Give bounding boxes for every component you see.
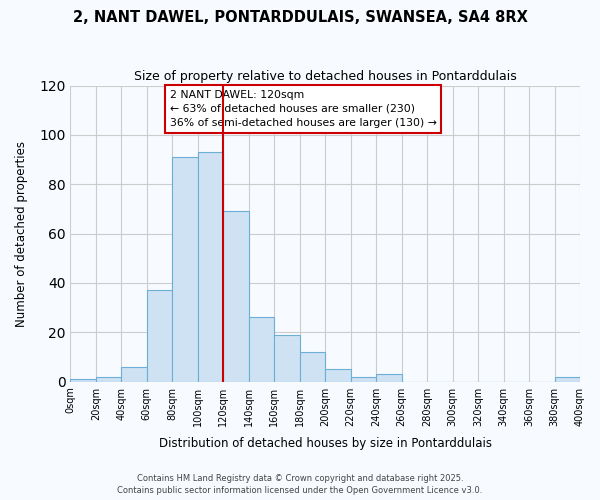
Bar — [299, 352, 325, 382]
Text: Contains HM Land Registry data © Crown copyright and database right 2025.
Contai: Contains HM Land Registry data © Crown c… — [118, 474, 482, 495]
Bar — [350, 376, 376, 382]
Text: 2 NANT DAWEL: 120sqm
← 63% of detached houses are smaller (230)
36% of semi-deta: 2 NANT DAWEL: 120sqm ← 63% of detached h… — [170, 90, 437, 128]
Bar — [376, 374, 401, 382]
Bar — [96, 376, 121, 382]
Title: Size of property relative to detached houses in Pontarddulais: Size of property relative to detached ho… — [134, 70, 517, 83]
X-axis label: Distribution of detached houses by size in Pontarddulais: Distribution of detached houses by size … — [158, 437, 491, 450]
Bar — [147, 290, 172, 382]
Y-axis label: Number of detached properties: Number of detached properties — [15, 140, 28, 326]
Bar — [121, 367, 147, 382]
Bar — [172, 157, 198, 382]
Bar — [554, 376, 580, 382]
Bar — [249, 318, 274, 382]
Text: 2, NANT DAWEL, PONTARDDULAIS, SWANSEA, SA4 8RX: 2, NANT DAWEL, PONTARDDULAIS, SWANSEA, S… — [73, 10, 527, 25]
Bar — [198, 152, 223, 382]
Bar — [70, 379, 96, 382]
Bar — [223, 212, 249, 382]
Bar — [274, 335, 299, 382]
Bar — [325, 370, 350, 382]
